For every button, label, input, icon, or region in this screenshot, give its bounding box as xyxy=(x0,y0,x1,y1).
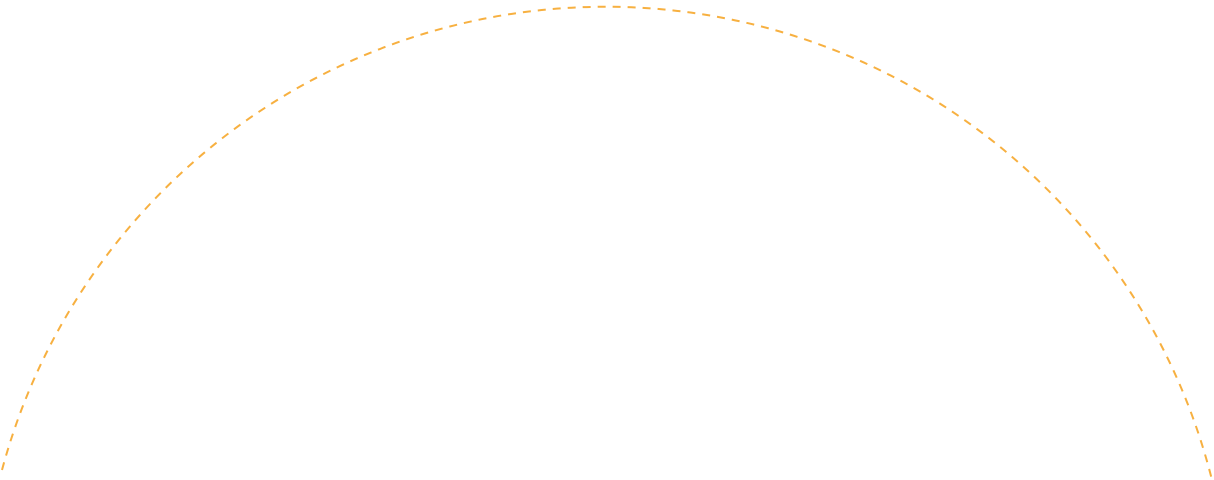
dashed-arc xyxy=(1,5,1213,480)
